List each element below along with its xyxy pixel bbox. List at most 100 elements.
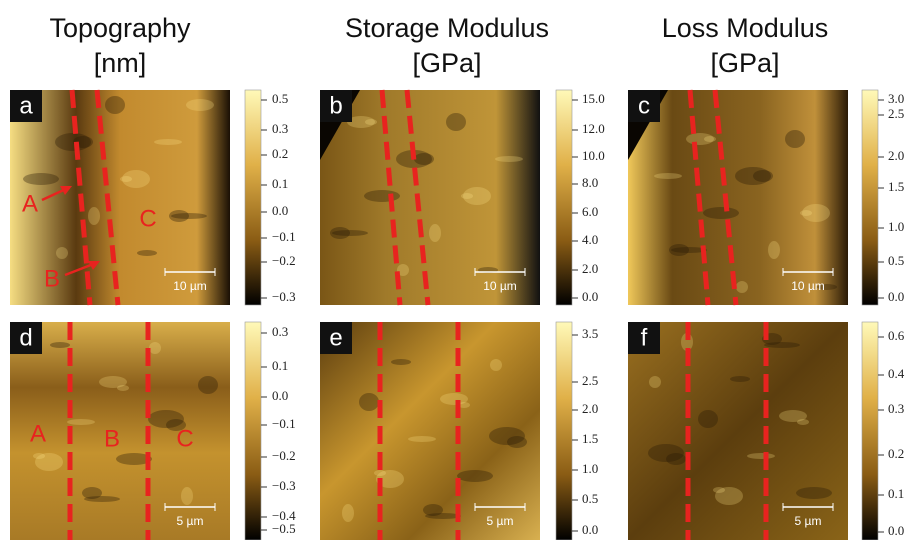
region-label: C — [139, 205, 156, 232]
colorbar-gradient — [556, 90, 572, 305]
texture — [446, 113, 466, 131]
texture — [364, 190, 400, 202]
texture — [120, 176, 132, 182]
panel: e5 µm — [320, 322, 540, 540]
colorbar-tick-label: 10.0 — [582, 148, 605, 163]
scale-bar-label: 10 µm — [791, 279, 825, 293]
texture — [359, 393, 379, 411]
texture — [747, 453, 775, 459]
texture — [88, 207, 100, 225]
colorbar: 15.012.010.08.06.04.02.00.0 — [556, 90, 605, 305]
colorbar-tick-label: 0.3 — [888, 401, 904, 416]
colorbar-tick-label: 8.0 — [582, 175, 598, 190]
colorbar-tick-label: 0.5 — [582, 491, 598, 506]
texture — [461, 193, 473, 199]
texture — [154, 139, 182, 145]
colorbar-tick-label: 0.3 — [272, 121, 288, 136]
colorbar-tick-label: 1.5 — [888, 179, 904, 194]
colorbar-tick-label: 0.0 — [272, 388, 288, 403]
colorbar-tick-label: 2.5 — [888, 106, 904, 121]
texture — [23, 173, 59, 185]
colorbar: 0.30.10.0−0.1−0.2−0.3−0.4−0.5 — [245, 322, 296, 540]
colorbar: 3.02.52.01.51.00.50.0 — [862, 90, 904, 305]
colorbar-gradient — [556, 322, 572, 540]
colorbar-tick-label: 3.5 — [582, 326, 598, 341]
panel: f5 µm — [628, 322, 848, 540]
region-label: C — [176, 425, 193, 452]
texture — [33, 453, 45, 459]
region-label: A — [30, 420, 46, 447]
texture — [374, 470, 386, 476]
texture — [490, 359, 502, 371]
texture — [408, 436, 436, 442]
colorbar-tick-label: 0.0 — [582, 289, 598, 304]
panel-label: e — [329, 324, 342, 351]
colorbar-tick-label: −0.5 — [272, 521, 296, 536]
colorbar-tick-label: −0.2 — [272, 253, 296, 268]
colorbar-tick-label: 1.0 — [582, 461, 598, 476]
column-title: Loss Modulus — [662, 13, 829, 43]
colorbar-tick-label: 0.5 — [272, 91, 288, 106]
colorbar-tick-label: 0.6 — [888, 328, 905, 343]
colorbar-tick-label: 0.0 — [888, 289, 904, 304]
texture — [669, 244, 689, 256]
texture — [423, 504, 443, 516]
texture — [457, 470, 493, 482]
texture — [703, 207, 739, 219]
panel-label: a — [19, 92, 33, 119]
texture — [149, 342, 161, 354]
panel-label: c — [638, 92, 650, 119]
column-title: Topography — [49, 13, 191, 43]
region-label: B — [104, 425, 120, 452]
texture — [768, 241, 780, 259]
colorbar-tick-label: 0.1 — [272, 176, 288, 191]
colorbar-tick-label: 4.0 — [582, 232, 598, 247]
colorbar-tick-label: 0.0 — [888, 523, 904, 538]
texture — [735, 167, 771, 185]
texture — [800, 210, 812, 216]
colorbar: 0.60.40.30.20.10.0 — [862, 322, 905, 540]
texture — [169, 210, 189, 222]
colorbar-tick-label: 2.0 — [582, 401, 598, 416]
colorbar-tick-label: −0.2 — [272, 448, 296, 463]
texture — [181, 487, 193, 505]
colorbar-tick-label: −0.1 — [272, 416, 296, 431]
colorbar-tick-label: 0.0 — [582, 522, 598, 537]
texture — [82, 487, 102, 499]
texture — [186, 99, 214, 111]
texture — [779, 410, 807, 422]
column-unit: [GPa] — [412, 48, 481, 78]
colorbar-tick-label: 0.3 — [272, 324, 288, 339]
colorbar-tick-label: 0.1 — [272, 358, 288, 373]
texture — [713, 487, 725, 493]
texture — [67, 419, 95, 425]
texture — [489, 427, 525, 445]
colorbar-gradient — [245, 322, 261, 540]
texture — [330, 227, 350, 239]
colorbar-tick-label: 0.0 — [272, 203, 288, 218]
texture — [736, 281, 748, 293]
texture — [440, 393, 468, 405]
colorbar-tick-label: 2.0 — [888, 148, 904, 163]
scale-bar-label: 10 µm — [483, 279, 517, 293]
colorbar-tick-label: 0.5 — [888, 253, 904, 268]
column-title: Storage Modulus — [345, 13, 549, 43]
texture — [391, 359, 411, 365]
texture — [796, 487, 832, 499]
texture — [730, 376, 750, 382]
colorbar-tick-label: 2.0 — [582, 261, 598, 276]
colorbar-tick-label: −0.1 — [272, 229, 296, 244]
texture — [99, 376, 127, 388]
panel: b10 µm — [320, 90, 540, 305]
texture — [495, 156, 523, 162]
texture — [50, 342, 70, 348]
panel-label: f — [641, 324, 648, 351]
colorbar-tick-label: 12.0 — [582, 121, 605, 136]
colorbar-tick-label: 2.5 — [582, 373, 598, 388]
colorbar-tick-label: 15.0 — [582, 91, 605, 106]
texture — [785, 130, 805, 148]
column-unit: [nm] — [94, 48, 147, 78]
colorbar-tick-label: 1.0 — [888, 219, 904, 234]
texture — [342, 504, 354, 522]
